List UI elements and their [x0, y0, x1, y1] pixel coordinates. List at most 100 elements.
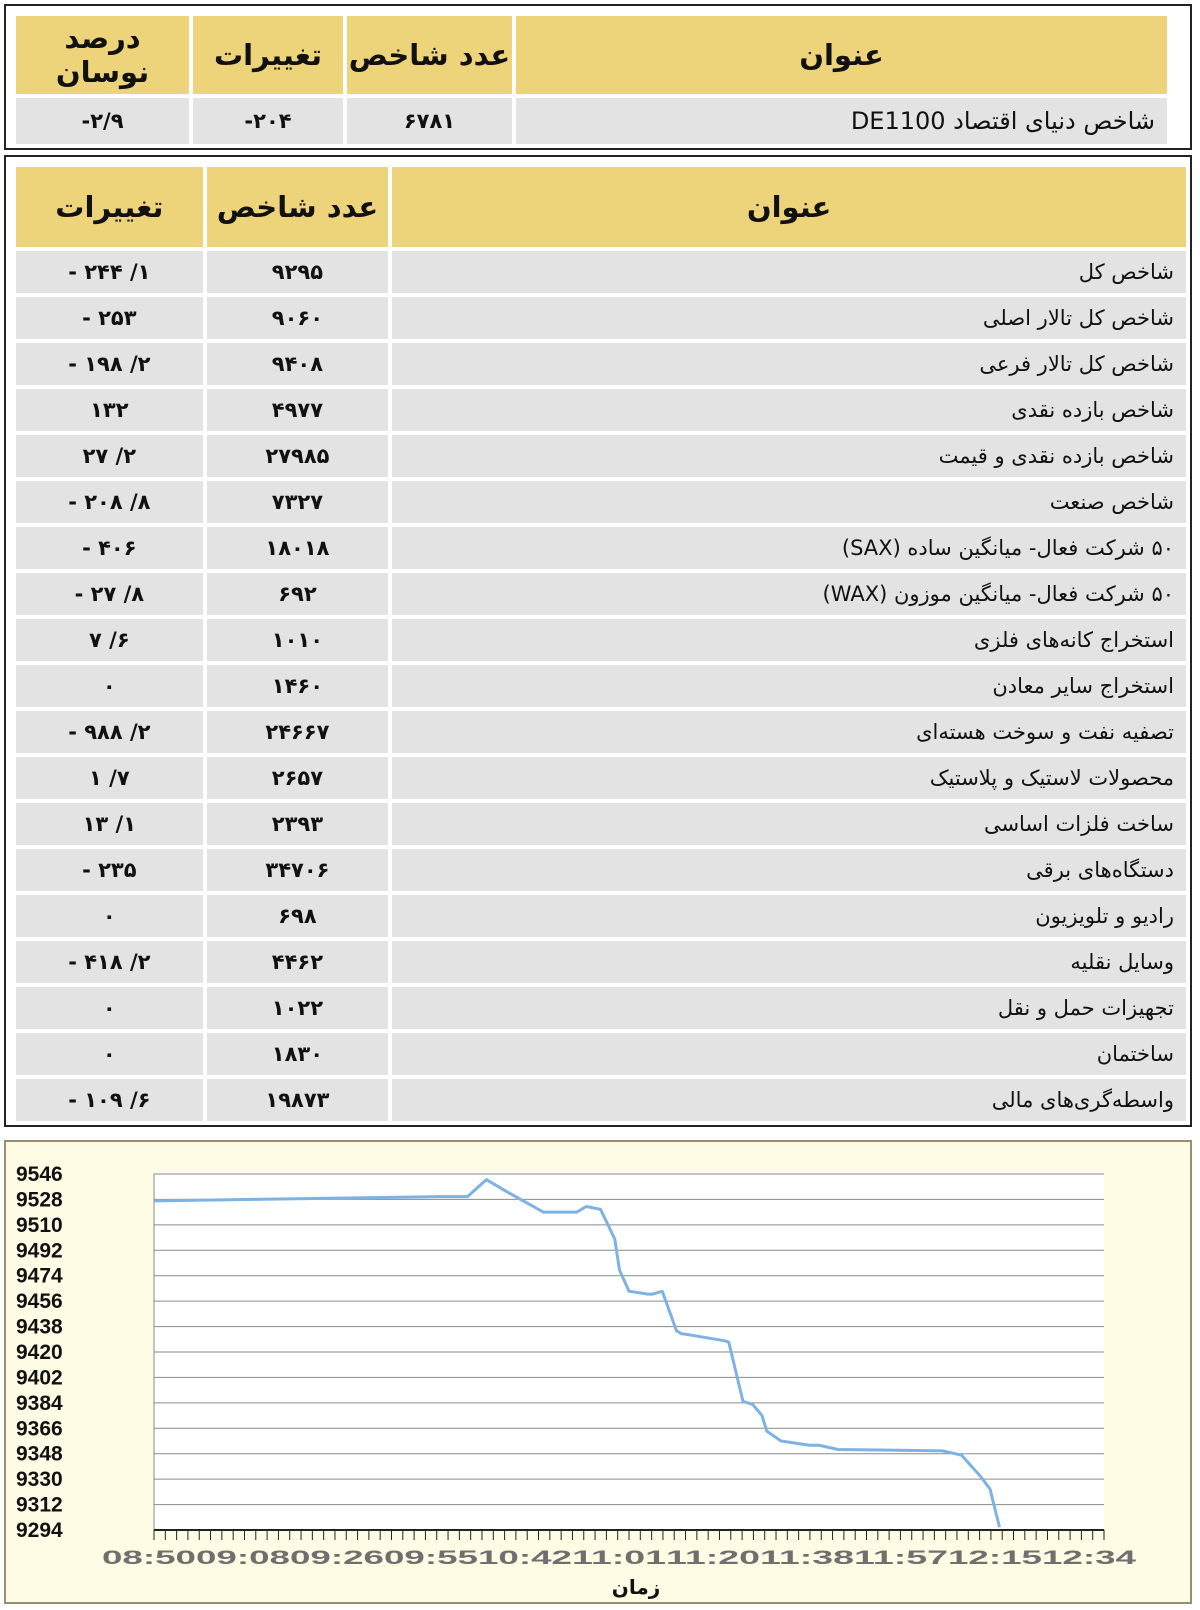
y-tick-label: 9492	[16, 1239, 63, 1262]
table-row: واسطه‌گری‌های مالی ۱۹۸۷۳- ۱۰۹ /۶	[16, 1079, 1186, 1121]
table-row: شاخص کل تالار فرعی ۹۴۰۸- ۱۹۸ /۲	[16, 343, 1186, 385]
row-change-cell: ۰	[16, 895, 203, 937]
y-tick-label: 9366	[16, 1417, 63, 1440]
row-index-cell: ۹۰۶۰	[206, 297, 389, 339]
row-title-cell: شاخص صنعت	[392, 481, 1186, 523]
table-row: وسایل نقلیه ۴۴۶۲- ۴۱۸ /۲	[16, 941, 1186, 983]
chart-panel: 9546 9528 9510 9492 9474 9456 9438 9420 9402 9384…	[4, 1140, 1192, 1604]
row-title-cell: شاخص کل	[392, 251, 1186, 293]
table-row: رادیو و تلویزیون ۶۹۸ ۰	[16, 895, 1186, 937]
row-change-cell: ۰	[16, 987, 203, 1029]
row-index-cell: ۳۴۷۰۶	[206, 849, 389, 891]
row-title-cell: رادیو و تلویزیون	[392, 895, 1186, 937]
y-tick-label: 9420	[16, 1341, 63, 1364]
y-tick-label: 9402	[16, 1366, 63, 1389]
row-change-cell: - ۴۰۶	[16, 527, 203, 569]
x-tick-label: 12:34	[1042, 1548, 1137, 1569]
table-row: شاخص کل تالار اصلی ۹۰۶۰- ۲۵۳	[16, 297, 1186, 339]
x-tick-label: 09:26	[290, 1548, 384, 1569]
row-title-cell: وسایل نقلیه	[392, 941, 1186, 983]
row-change-cell: ۰	[16, 1033, 203, 1075]
col-header-title: عنوان	[392, 167, 1186, 247]
row-change-cell: - ۲۴۴ /۱	[16, 251, 203, 293]
row-index-cell: ۷۳۲۷	[206, 481, 389, 523]
x-tick-label: 11:57	[854, 1548, 948, 1569]
row-index-cell: ۶۹۸	[206, 895, 389, 937]
row-index-cell: ۱۰۱۰	[206, 619, 389, 661]
row-index-cell: ۹۲۹۵	[206, 251, 389, 293]
indices-table: عنوان عدد شاخص تغییرات شاخص کل ۹۲۹۵- ۲۴۴ …	[12, 163, 1190, 1125]
col-header-change: تغییرات	[16, 167, 203, 247]
row-index-cell: ۱۸۳۰	[206, 1033, 389, 1075]
table-row: شاخص بازده نقدی و قیمت ۲۷۹۸۵ ۲۷ /۲	[16, 435, 1186, 477]
indices-header-row: عنوان عدد شاخص تغییرات	[16, 167, 1186, 247]
x-tick-label: 09:55	[384, 1548, 479, 1569]
row-index-cell: ۲۴۶۶۷	[206, 711, 389, 753]
series-line	[153, 1178, 1001, 1528]
summary-header-row: عنوان عدد شاخص تغییرات درصد نوسان	[16, 16, 1167, 94]
y-tick-label: 9330	[16, 1468, 63, 1491]
row-index-cell: ۱۴۶۰	[206, 665, 389, 707]
table-row: ۵۰ شرکت فعال- میانگین موزون (WAX) ۶۹۲- ۲۷…	[16, 573, 1186, 615]
summary-percent-cell: -۲/۹	[16, 98, 189, 144]
summary-table: عنوان عدد شاخص تغییرات درصد نوسان شاخص د…	[12, 12, 1171, 148]
row-change-cell: - ۱۰۹ /۶	[16, 1079, 203, 1121]
row-index-cell: ۴۹۷۷	[206, 389, 389, 431]
row-title-cell: تجهیزات حمل و نقل	[392, 987, 1186, 1029]
col-header-index-value: عدد شاخص	[206, 167, 389, 247]
table-row: استخراج کانه‌های فلزی ۱۰۱۰ ۷ /۶	[16, 619, 1186, 661]
indices-panel: عنوان عدد شاخص تغییرات شاخص کل ۹۲۹۵- ۲۴۴ …	[4, 155, 1192, 1127]
row-title-cell: دستگاه‌های برقی	[392, 849, 1186, 891]
table-row: ۵۰ شرکت فعال- میانگین ساده (SAX) ۱۸۰۱۸- ۴…	[16, 527, 1186, 569]
x-axis-label: زمان	[612, 1575, 660, 1599]
x-tick-label: 11:20	[666, 1548, 760, 1569]
y-tick-label: 9456	[16, 1290, 63, 1313]
row-title-cell: تصفیه نفت و سوخت هسته‌ای	[392, 711, 1186, 753]
y-tick-label: 9348	[16, 1443, 63, 1466]
col-header-index-value: عدد شاخص	[347, 16, 512, 94]
y-tick-label: 9384	[16, 1392, 63, 1415]
row-title-cell: واسطه‌گری‌های مالی	[392, 1079, 1186, 1121]
row-title-cell: استخراج کانه‌های فلزی	[392, 619, 1186, 661]
table-row: شاخص بازده نقدی ۴۹۷۷ ۱۳۲	[16, 389, 1186, 431]
summary-change-cell: -۲۰۴	[193, 98, 343, 144]
y-tick-label: 9528	[16, 1188, 63, 1211]
summary-data-row: شاخص دنیای اقتصاد DE1100 ۶۷۸۱ -۲۰۴ -۲/۹	[16, 98, 1167, 144]
x-tick-label: 08:50	[102, 1548, 196, 1569]
table-row: تجهیزات حمل و نقل ۱۰۲۲ ۰	[16, 987, 1186, 1029]
row-index-cell: ۲۷۹۸۵	[206, 435, 389, 477]
x-tick-label: 11:01	[572, 1548, 667, 1569]
y-tick-label: 9294	[16, 1519, 63, 1542]
row-title-cell: ساختمان	[392, 1033, 1186, 1075]
plot-area	[154, 1172, 1104, 1530]
row-change-cell: ۱ /۷	[16, 757, 203, 799]
row-title-cell: ۵۰ شرکت فعال- میانگین ساده (SAX)	[392, 527, 1186, 569]
table-row: شاخص صنعت ۷۳۲۷- ۲۰۸ /۸	[16, 481, 1186, 523]
y-tick-label: 9510	[16, 1214, 63, 1237]
x-tick-label: 10:42	[478, 1548, 572, 1569]
x-tick-label: 09:08	[196, 1548, 290, 1569]
summary-panel: عنوان عدد شاخص تغییرات درصد نوسان شاخص د…	[4, 4, 1192, 150]
row-title-cell: محصولات لاستیک و پلاستیک	[392, 757, 1186, 799]
row-change-cell: ۱۳ /۱	[16, 803, 203, 845]
row-change-cell: - ۱۹۸ /۲	[16, 343, 203, 385]
summary-index-cell: ۶۷۸۱	[347, 98, 512, 144]
table-row: ساختمان ۱۸۳۰ ۰	[16, 1033, 1186, 1075]
row-index-cell: ۶۹۲	[206, 573, 389, 615]
table-row: محصولات لاستیک و پلاستیک ۲۶۵۷ ۱ /۷	[16, 757, 1186, 799]
row-index-cell: ۹۴۰۸	[206, 343, 389, 385]
y-tick-label: 9546	[16, 1163, 63, 1186]
row-index-cell: ۴۴۶۲	[206, 941, 389, 983]
row-index-cell: ۱۸۰۱۸	[206, 527, 389, 569]
row-change-cell: - ۲۳۵	[16, 849, 203, 891]
row-change-cell: - ۲۵۳	[16, 297, 203, 339]
row-index-cell: ۲۶۵۷	[206, 757, 389, 799]
row-index-cell: ۲۳۹۳	[206, 803, 389, 845]
row-change-cell: - ۲۰۸ /۸	[16, 481, 203, 523]
row-title-cell: استخراج سایر معادن	[392, 665, 1186, 707]
table-row: ساخت فلزات اساسی ۲۳۹۳ ۱۳ /۱	[16, 803, 1186, 845]
table-row: دستگاه‌های برقی ۳۴۷۰۶- ۲۳۵	[16, 849, 1186, 891]
table-row: استخراج سایر معادن ۱۴۶۰ ۰	[16, 665, 1186, 707]
y-tick-label: 9312	[16, 1494, 63, 1517]
